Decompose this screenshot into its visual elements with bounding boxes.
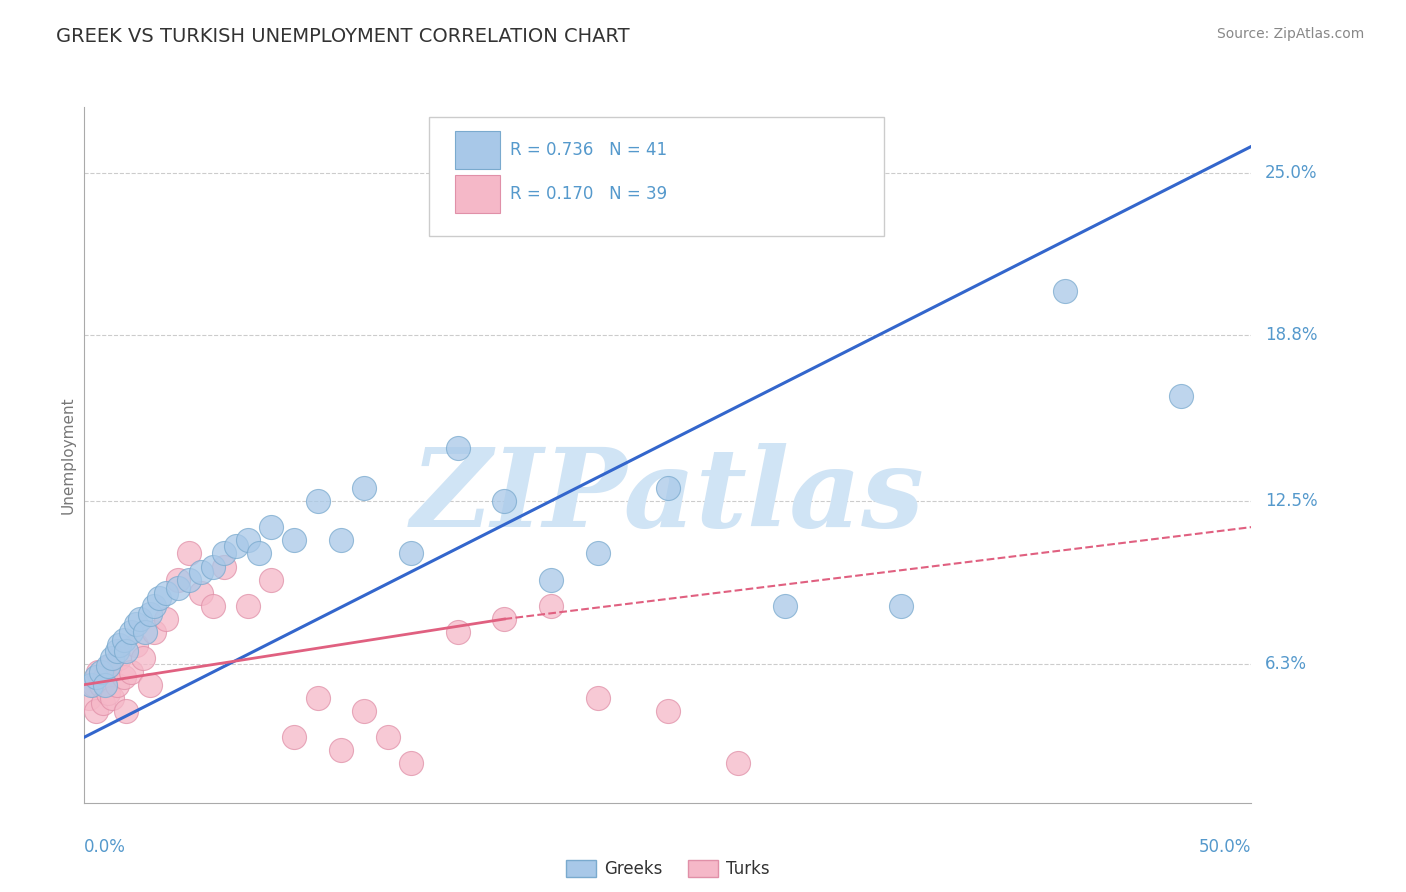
Point [225,539,247,553]
Point [377,730,399,744]
Point [773,599,796,613]
Point [101,651,124,665]
Point [890,599,912,613]
Point [112,670,135,684]
Point [90,678,112,692]
Point [447,442,470,456]
Point [214,559,236,574]
Point [138,607,160,621]
Point [94,670,117,684]
Point [1170,389,1192,403]
Point [260,520,283,534]
Point [330,743,353,757]
Point [166,573,188,587]
FancyBboxPatch shape [429,118,884,235]
Point [307,690,329,705]
Point [134,625,156,640]
Point [540,573,562,587]
Text: R = 0.736   N = 41: R = 0.736 N = 41 [510,141,668,159]
Point [115,643,138,657]
Point [143,599,166,613]
Text: 18.8%: 18.8% [1265,326,1317,344]
Text: Source: ZipAtlas.com: Source: ZipAtlas.com [1216,27,1364,41]
Point [727,756,749,771]
Point [155,586,177,600]
Point [494,612,516,626]
Point [105,643,128,657]
Text: GREEK VS TURKISH UNEMPLOYMENT CORRELATION CHART: GREEK VS TURKISH UNEMPLOYMENT CORRELATIO… [56,27,630,45]
Point [105,678,128,692]
Point [108,638,131,652]
Text: 50.0%: 50.0% [1199,838,1251,855]
Text: ZIPatlas: ZIPatlas [411,443,925,550]
Point [190,565,212,579]
Point [112,633,135,648]
Point [283,730,305,744]
Text: 25.0%: 25.0% [1265,163,1317,182]
Point [132,651,155,665]
Point [84,704,107,718]
Point [1053,284,1076,298]
Point [353,704,375,718]
Point [138,678,160,692]
Point [101,690,124,705]
Point [236,599,259,613]
Point [77,690,100,705]
Point [120,625,142,640]
Text: R = 0.170   N = 39: R = 0.170 N = 39 [510,185,668,203]
Point [657,704,679,718]
Point [94,678,117,692]
Point [214,546,236,560]
Point [283,533,305,548]
Point [586,546,609,560]
Point [201,559,224,574]
Point [353,481,375,495]
Point [125,638,148,652]
Point [586,690,609,705]
Point [83,678,105,692]
Point [307,494,329,508]
Legend: Greeks, Turks: Greeks, Turks [560,854,776,885]
Point [179,573,201,587]
Point [247,546,270,560]
Point [120,665,142,679]
Y-axis label: Unemployment: Unemployment [60,396,76,514]
Point [399,756,422,771]
Point [97,659,120,673]
Point [91,696,114,710]
Point [201,599,224,613]
Point [148,591,170,605]
Point [260,573,283,587]
Point [155,612,177,626]
Point [179,546,201,560]
Point [125,617,148,632]
Text: 12.5%: 12.5% [1265,491,1317,510]
Point [330,533,353,548]
Point [98,659,121,673]
FancyBboxPatch shape [456,131,499,169]
Text: 0.0%: 0.0% [84,838,127,855]
Point [90,665,112,679]
Point [143,625,166,640]
Point [399,546,422,560]
Text: 6.3%: 6.3% [1265,655,1308,673]
Point [190,586,212,600]
Point [236,533,259,548]
Point [129,612,152,626]
Point [80,678,103,692]
Point [97,685,120,699]
FancyBboxPatch shape [456,175,499,213]
Point [166,581,188,595]
Point [540,599,562,613]
Point [115,704,138,718]
Point [108,651,131,665]
Point [447,625,470,640]
Point [657,481,679,495]
Point [84,670,107,684]
Point [494,494,516,508]
Point [87,665,110,679]
